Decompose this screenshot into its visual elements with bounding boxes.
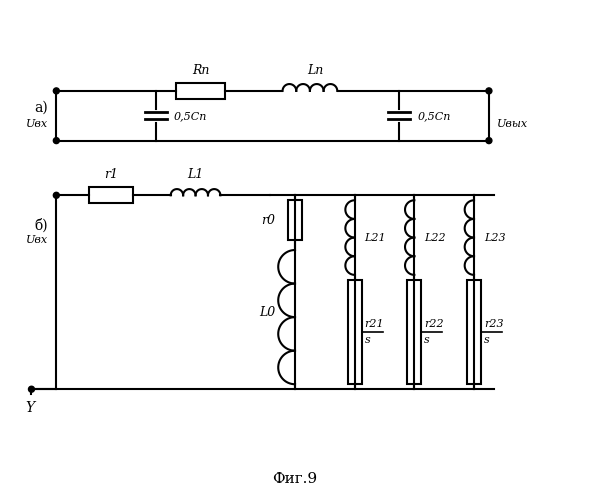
Bar: [348, 280, 362, 384]
Bar: [407, 280, 421, 384]
Text: r22: r22: [424, 319, 444, 329]
Text: Uвых: Uвых: [497, 118, 528, 128]
Text: L22: L22: [424, 232, 446, 242]
Text: 0,5Cn: 0,5Cn: [174, 111, 207, 120]
Text: 0,5Cn: 0,5Cn: [417, 111, 451, 120]
Text: а): а): [35, 101, 48, 115]
Text: б): б): [35, 218, 48, 232]
Circle shape: [53, 192, 59, 198]
Text: L0: L0: [259, 306, 275, 318]
Text: L23: L23: [484, 232, 505, 242]
Text: L1: L1: [187, 168, 204, 181]
Circle shape: [486, 88, 492, 94]
Text: r23: r23: [484, 319, 504, 329]
Bar: [176, 83, 225, 99]
Text: Фиг.9: Фиг.9: [272, 472, 317, 486]
Text: s: s: [365, 335, 371, 345]
Circle shape: [28, 386, 34, 392]
Text: r0: r0: [261, 214, 275, 226]
Text: s: s: [424, 335, 430, 345]
Circle shape: [53, 138, 59, 143]
Text: Y: Y: [25, 401, 34, 415]
Circle shape: [53, 88, 59, 94]
Circle shape: [486, 138, 492, 143]
Bar: [288, 200, 302, 240]
Bar: [467, 280, 481, 384]
Text: Ln: Ln: [307, 64, 323, 77]
Bar: [89, 188, 133, 204]
Text: r21: r21: [365, 319, 384, 329]
Text: s: s: [484, 335, 490, 345]
Text: Rn: Rn: [192, 64, 209, 77]
Text: Uвх: Uвх: [26, 235, 48, 245]
Text: L21: L21: [365, 232, 387, 242]
Text: r1: r1: [104, 168, 118, 181]
Text: Uвх: Uвх: [26, 118, 48, 128]
